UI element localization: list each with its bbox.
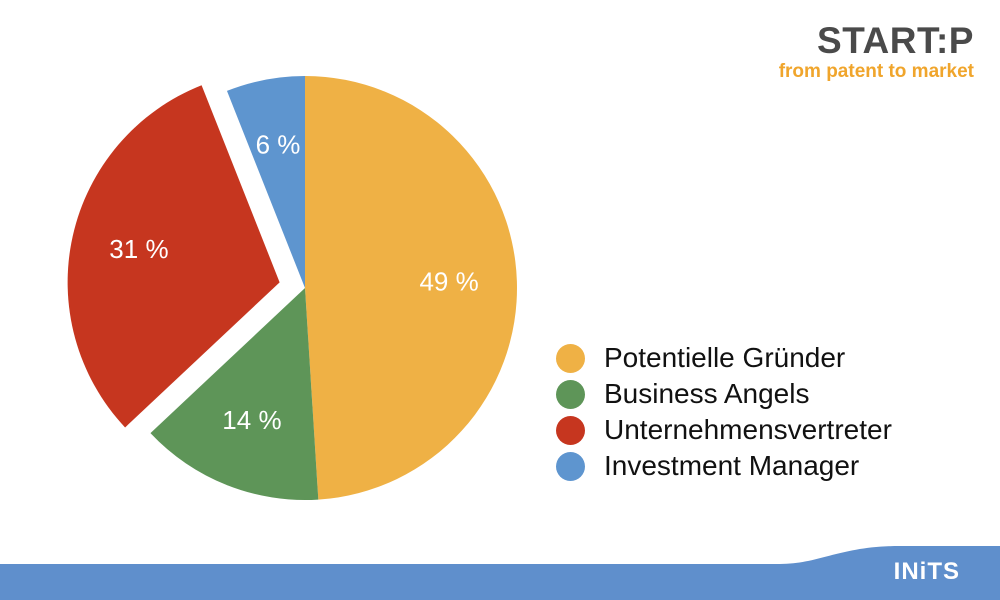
pie-slice — [67, 85, 280, 428]
legend-swatch — [556, 451, 585, 481]
legend-item: Potentielle Gründer — [556, 340, 892, 376]
slice-value-label: 6 % — [256, 129, 301, 159]
legend-label: Business Angels — [604, 378, 810, 409]
legend-swatch — [556, 343, 585, 373]
pie-slice — [150, 288, 319, 500]
legend: Potentielle Gründer Business Angels Unte… — [556, 340, 892, 484]
legend-swatch — [556, 379, 585, 409]
inits-logo: INiTS — [893, 558, 960, 585]
logo-tagline: from patent to market — [778, 61, 974, 82]
legend-label: Investment Manager — [604, 450, 860, 481]
slice-value-label: 14 % — [222, 405, 281, 435]
pie-slice — [305, 76, 517, 500]
logo-wordmark: START:P — [817, 20, 974, 61]
legend-item: Unternehmensvertreter — [556, 412, 892, 448]
legend-label: Potentielle Gründer — [604, 342, 846, 373]
startup-logo: START:P from patent to market — [779, 22, 974, 83]
legend-item: Investment Manager — [556, 448, 892, 484]
legend-item: Business Angels — [556, 376, 892, 412]
legend-label: Unternehmensvertreter — [604, 414, 892, 445]
slice-value-label: 49 % — [419, 266, 478, 296]
footer-band — [0, 546, 1000, 600]
slice-value-label: 31 % — [109, 234, 168, 264]
legend-swatch — [556, 415, 585, 445]
pie-slice — [226, 76, 305, 288]
